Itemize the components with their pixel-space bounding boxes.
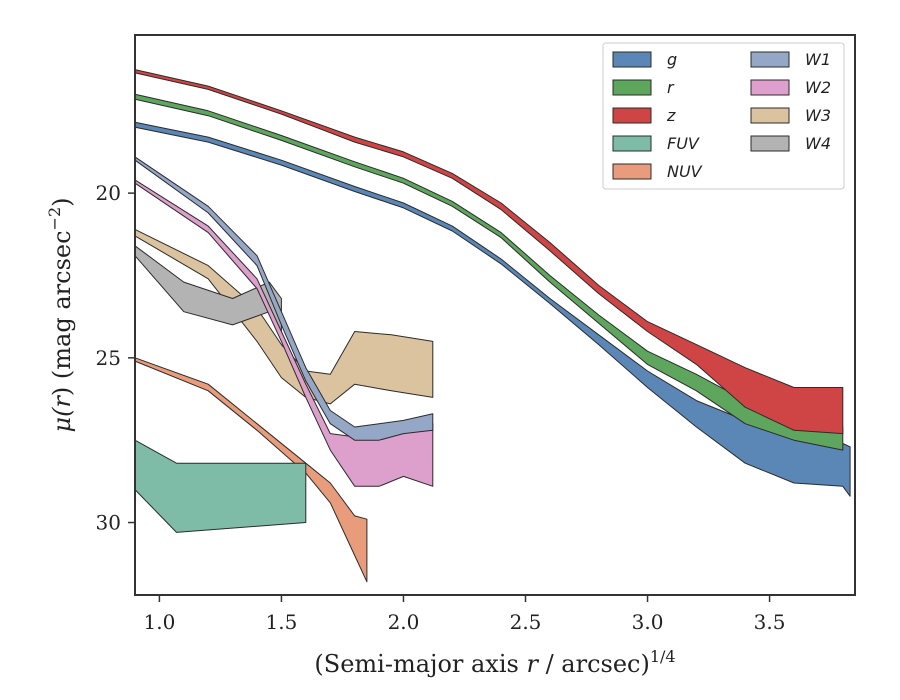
legend-swatch	[750, 51, 790, 68]
legend-swatch	[750, 79, 790, 96]
legend-item-z: z	[612, 106, 676, 125]
series-band-g	[134, 121, 851, 497]
legend-label: g	[667, 50, 677, 69]
series-layer	[134, 69, 851, 583]
x-tick-label: 2.0	[388, 610, 420, 634]
legend-swatch	[612, 163, 652, 180]
series-band-w2	[134, 179, 434, 487]
x-tick-label: 3.0	[632, 610, 664, 634]
x-tick-label: 2.5	[510, 610, 542, 634]
legend-swatch	[612, 51, 652, 68]
legend-label: NUV	[667, 162, 703, 181]
legend-label: r	[667, 78, 675, 97]
x-tick-label: 3.5	[754, 610, 786, 634]
y-tick-label: 20	[96, 181, 121, 205]
series-band-w1	[134, 156, 434, 441]
x-tick-label: 1.5	[266, 610, 298, 634]
legend-item-nuv: NUV	[612, 162, 703, 181]
x-axis-label: (Semi-major axis r / arcsec)1/4	[314, 647, 675, 678]
series-band-w3	[134, 228, 434, 405]
legend-swatch	[612, 107, 652, 124]
legend-swatch	[750, 135, 790, 152]
legend-label: W2	[805, 78, 831, 97]
series-band-z	[134, 69, 844, 435]
legend-item-fuv: FUV	[612, 134, 700, 153]
legend-swatch	[750, 107, 790, 124]
x-tick-label: 1.0	[144, 610, 176, 634]
series-band-nuv	[134, 357, 368, 583]
series-band-r	[134, 93, 844, 451]
legend-entries: grz FUV NUV W1 W2 W3 W4	[612, 50, 831, 181]
x-axis-ticks: 1.0 1.5 2.0 2.5 3.0 3.5	[144, 595, 786, 634]
legend-item-w3: W3	[750, 106, 831, 125]
y-axis-label: μ(r) (mag arcsec−2)	[45, 197, 76, 432]
legend-item-w4: W4	[750, 134, 831, 153]
legend: grz FUV NUV W1 W2 W3 W4	[602, 42, 845, 190]
legend-item-w1: W1	[750, 50, 831, 69]
legend-label: FUV	[667, 134, 700, 153]
y-tick-label: 25	[96, 346, 121, 370]
legend-label: z	[666, 106, 676, 125]
legend-label: W3	[805, 106, 831, 125]
y-tick-label: 30	[96, 511, 121, 535]
legend-label: W4	[805, 134, 831, 153]
legend-item-g: g	[612, 50, 677, 69]
legend-item-r: r	[612, 78, 675, 97]
y-axis-ticks: 20 25 30	[96, 181, 135, 535]
legend-swatch	[612, 135, 652, 152]
legend-label: W1	[805, 50, 831, 69]
legend-swatch	[612, 79, 652, 96]
legend-item-w2: W2	[750, 78, 831, 97]
plot-frame	[134, 34, 856, 596]
